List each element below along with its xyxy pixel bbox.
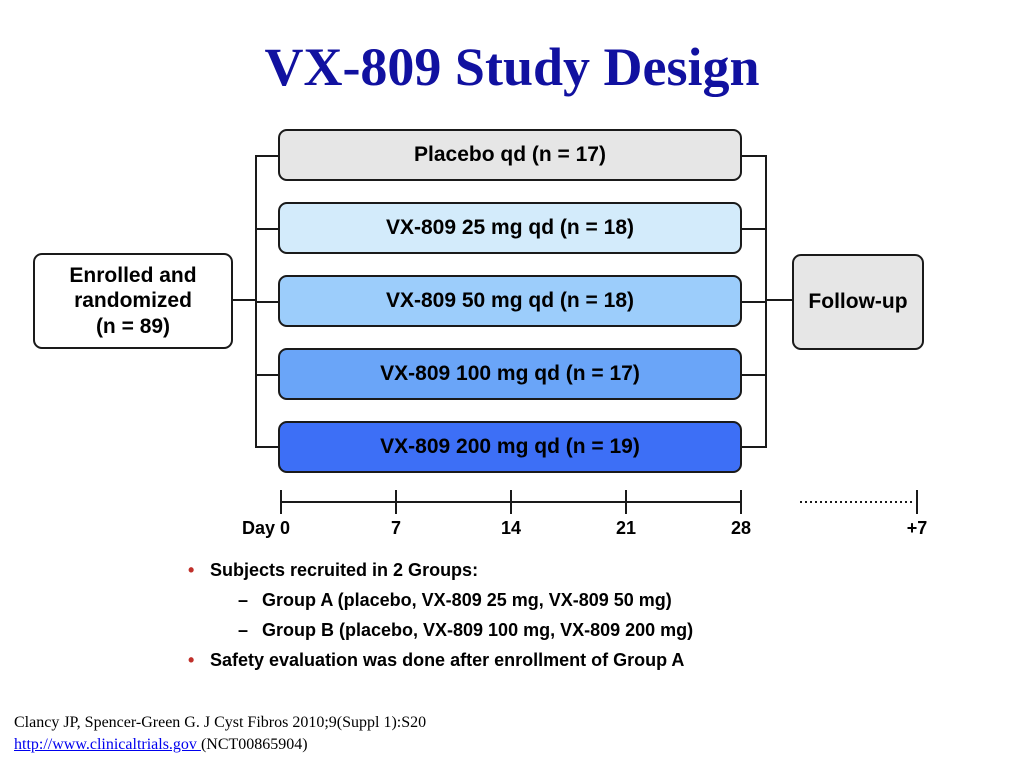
sub-bullet-marker: – (238, 590, 249, 610)
tick-label-14: 14 (500, 518, 522, 538)
arm-connector-right-4 (742, 374, 767, 376)
tick-label-followup: +7 (906, 518, 928, 538)
sub-bullet-item: – Group B (placebo, VX-809 100 mg, VX-80… (188, 617, 693, 647)
arm-connector-left-1 (255, 155, 278, 157)
bullet-marker: • (188, 560, 195, 580)
citation: Clancy JP, Spencer-Green G. J Cyst Fibro… (14, 714, 427, 731)
sub-bullet-text: Group B (placebo, VX-809 100 mg, VX-809 … (262, 620, 694, 640)
nct-id: (NCT00865904) (200, 736, 308, 753)
arm-200mg: VX-809 200 mg qd (n = 19) (278, 421, 742, 473)
tick-label-day-0: Day 0 (241, 518, 291, 538)
arm-200mg-label: VX-809 200 mg qd (n = 19) (380, 435, 640, 459)
bullet-list: • Subjects recruited in 2 Groups: – Grou… (188, 557, 693, 677)
arm-connector-right-3 (742, 301, 767, 303)
arm-25mg: VX-809 25 mg qd (n = 18) (278, 202, 742, 254)
clinicaltrials-link[interactable]: http://www.clinicaltrials.gov (14, 736, 201, 753)
arm-50mg-label: VX-809 50 mg qd (n = 18) (385, 289, 634, 313)
arm-connector-right-5 (742, 446, 767, 448)
tick-label-7: 7 (390, 518, 402, 538)
timeline-axis (280, 490, 918, 514)
sub-bullet-text: Group A (placebo, VX-809 25 mg, VX-809 5… (262, 590, 672, 610)
trial-reference: http://www.clinicaltrials.gov (NCT008659… (14, 734, 426, 756)
enrolled-line-1: Enrolled and (69, 264, 197, 288)
arm-100mg: VX-809 100 mg qd (n = 17) (278, 348, 742, 400)
bullet-text: Subjects recruited in 2 Groups: (210, 560, 479, 580)
tick-label-28: 28 (730, 518, 752, 538)
enrolled-box: Enrolled and randomized (n = 89) (33, 253, 233, 349)
arm-100mg-label: VX-809 100 mg qd (n = 17) (380, 362, 640, 386)
sub-bullet-item: – Group A (placebo, VX-809 25 mg, VX-809… (188, 587, 693, 617)
enrolled-line-2: randomized (74, 289, 192, 313)
followup-box: Follow-up (792, 254, 924, 350)
arm-connector-left-3 (255, 301, 278, 303)
enrolled-line-3: (n = 89) (95, 314, 171, 338)
enrolled-connector (233, 299, 257, 301)
arm-connector-right-2 (742, 228, 767, 230)
arm-connector-right-1 (742, 155, 767, 157)
slide-title: VX-809 Study Design (264, 37, 760, 97)
references: Clancy JP, Spencer-Green G. J Cyst Fibro… (14, 712, 426, 756)
arm-25mg-label: VX-809 25 mg qd (n = 18) (385, 216, 634, 240)
arm-50mg: VX-809 50 mg qd (n = 18) (278, 275, 742, 327)
bullet-text: Safety evaluation was done after enrollm… (210, 650, 685, 670)
arm-placebo: Placebo qd (n = 17) (278, 129, 742, 181)
bullet-marker: • (188, 650, 195, 670)
arm-connector-left-5 (255, 446, 278, 448)
tick-label-21: 21 (615, 518, 637, 538)
followup-connector (765, 299, 793, 301)
arm-connector-left-2 (255, 228, 278, 230)
followup-label: Follow-up (808, 290, 908, 314)
sub-bullet-marker: – (238, 620, 249, 640)
bullet-item: • Subjects recruited in 2 Groups: (188, 557, 693, 587)
arm-placebo-label: Placebo qd (n = 17) (414, 143, 606, 167)
bullet-item: • Safety evaluation was done after enrol… (188, 647, 693, 677)
arm-connector-left-4 (255, 374, 278, 376)
